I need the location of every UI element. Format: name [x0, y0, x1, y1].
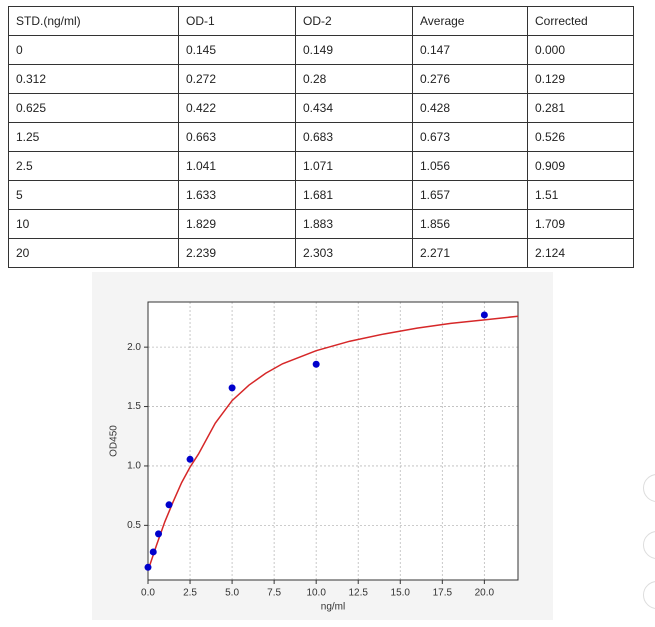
table-cell: 1.709 — [527, 209, 634, 239]
table-cell: 0.147 — [412, 35, 528, 65]
table-cell: 0.526 — [527, 122, 634, 152]
table-cell: 2.5 — [8, 151, 179, 181]
table-cell: 1.681 — [295, 180, 413, 210]
chart: 0.0 2.5 5.0 7.5 10.0 12.5 15.0 17.5 20.0 0.5 1.0 1.… — [109, 301, 519, 613]
table-cell: 0.673 — [412, 122, 528, 152]
table-cell: 20 — [8, 238, 179, 268]
table-cell: 0.663 — [178, 122, 296, 152]
y-tick-label: 2.0 — [127, 342, 141, 353]
x-tick-label: 0.0 — [141, 588, 155, 599]
table-cell: 0.129 — [527, 64, 634, 94]
y-axis-label: OD450 — [109, 425, 120, 457]
table-cell: 0.281 — [527, 93, 634, 123]
data-point — [165, 501, 173, 509]
table-cell: 0.422 — [178, 93, 296, 123]
x-tick-label: 2.5 — [183, 588, 197, 599]
table-cell: 0.28 — [295, 64, 413, 94]
table-row: 1.25 0.663 0.683 0.673 0.526 — [8, 122, 634, 152]
data-point — [149, 548, 157, 556]
table-cell: 10 — [8, 209, 179, 239]
table-cell: 1.883 — [295, 209, 413, 239]
table-row: 2.5 1.041 1.071 1.056 0.909 — [8, 151, 634, 181]
chart-panel: 0.0 2.5 5.0 7.5 10.0 12.5 15.0 17.5 20.0 0.5 1.0 1.… — [92, 272, 553, 620]
x-tick-label: 7.5 — [267, 588, 281, 599]
table-cell: 0.145 — [178, 35, 296, 65]
table-cell: 1.51 — [527, 180, 634, 210]
table-cell: 0.909 — [527, 151, 634, 181]
y-tick-label: 1.0 — [127, 461, 141, 472]
x-tick-label: 20.0 — [475, 588, 495, 599]
data-point — [312, 360, 320, 368]
table-cell: 5 — [8, 180, 179, 210]
table-cell: 2.124 — [527, 238, 634, 268]
table-row: 0.625 0.422 0.434 0.428 0.281 — [8, 93, 634, 123]
table-row: 5 1.633 1.681 1.657 1.51 — [8, 180, 634, 210]
side-button[interactable] — [643, 531, 655, 559]
data-point — [155, 530, 163, 538]
table-row: 0 0.145 0.149 0.147 0.000 — [8, 35, 634, 65]
table-cell: 2.239 — [178, 238, 296, 268]
x-tick-label: 10.0 — [306, 588, 326, 599]
table-cell: 1.25 — [8, 122, 179, 152]
plot-area — [148, 302, 518, 580]
data-point — [186, 455, 194, 463]
table-cell: 1.071 — [295, 151, 413, 181]
table-row: 0.312 0.272 0.28 0.276 0.129 — [8, 64, 634, 94]
table-cell: 0.428 — [412, 93, 528, 123]
data-point — [480, 311, 488, 319]
table-cell: 1.041 — [178, 151, 296, 181]
table-cell: 2.303 — [295, 238, 413, 268]
header-row: STD.(ng/ml) OD-1 OD-2 Average Corrected — [8, 6, 634, 36]
table-cell: 0.149 — [295, 35, 413, 65]
x-tick-label: 12.5 — [348, 588, 368, 599]
table-cell: Corrected — [527, 6, 634, 36]
table-cell: 0.625 — [8, 93, 179, 123]
fit-curve — [147, 315, 519, 571]
table-cell: 0.000 — [527, 35, 634, 65]
x-tick-label: 15.0 — [391, 588, 411, 599]
x-tick-label: 5.0 — [225, 588, 239, 599]
side-button[interactable] — [643, 581, 655, 609]
table-cell: OD-1 — [178, 6, 296, 36]
table-cell: 0.276 — [412, 64, 528, 94]
y-tick-label: 0.5 — [127, 520, 141, 531]
data-point — [144, 563, 152, 571]
table-cell: Average — [412, 6, 528, 36]
table-cell: OD-2 — [295, 6, 413, 36]
table-cell: 1.856 — [412, 209, 528, 239]
standard-table: STD.(ng/ml) OD-1 OD-2 Average Corrected 0 0.14… — [8, 6, 634, 268]
data-point — [228, 384, 236, 392]
table-cell: 1.633 — [178, 180, 296, 210]
table-cell: 1.657 — [412, 180, 528, 210]
table-cell: STD.(ng/ml) — [8, 6, 179, 36]
y-tick-label: 1.5 — [127, 401, 141, 412]
table-row: 20 2.239 2.303 2.271 2.124 — [8, 238, 634, 268]
table-cell: 0.272 — [178, 64, 296, 94]
table-row: 10 1.829 1.883 1.856 1.709 — [8, 209, 634, 239]
table-cell: 1.829 — [178, 209, 296, 239]
side-button[interactable] — [643, 474, 655, 502]
x-tick-label: 17.5 — [433, 588, 453, 599]
x-axis-label: ng/ml — [321, 602, 345, 613]
plot-frame — [147, 301, 519, 581]
table-cell: 0.312 — [8, 64, 179, 94]
table-cell: 1.056 — [412, 151, 528, 181]
table-cell: 0 — [8, 35, 179, 65]
table-cell: 0.434 — [295, 93, 413, 123]
table-cell: 2.271 — [412, 238, 528, 268]
table-cell: 0.683 — [295, 122, 413, 152]
